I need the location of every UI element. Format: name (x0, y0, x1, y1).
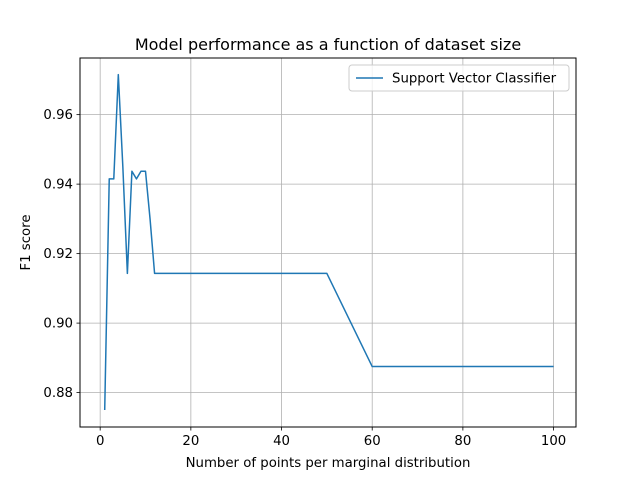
legend-label: Support Vector Classifier (392, 72, 557, 87)
y-tick-label: 0.88 (43, 386, 73, 401)
x-tick-label: 0 (96, 434, 104, 449)
legend: Support Vector Classifier (348, 64, 570, 92)
series-layer (103, 73, 554, 410)
y-tick-label: 0.94 (43, 178, 73, 193)
x-tick-label: 80 (454, 434, 471, 449)
series-line-0 (103, 73, 554, 410)
y-tick-label: 0.96 (43, 108, 73, 123)
grid (80, 58, 576, 427)
x-tick-label: 20 (182, 434, 199, 449)
x-tick-label: 100 (541, 434, 566, 449)
x-tick-label: 60 (364, 434, 381, 449)
x-tick-label: 40 (273, 434, 290, 449)
y-axis-title: F1 score (19, 214, 34, 270)
axes-frame (79, 57, 577, 428)
legend-box (348, 64, 570, 92)
x-axis-title: Number of points per marginal distributi… (186, 456, 471, 471)
ticks: 0 20 40 60 80 100 0.88 0.90 0.92 0.94 0.96 (43, 108, 566, 449)
y-tick-label: 0.90 (43, 317, 73, 332)
y-tick-label: 0.92 (43, 247, 73, 262)
chart-title: Model performance as a function of datas… (135, 35, 521, 54)
